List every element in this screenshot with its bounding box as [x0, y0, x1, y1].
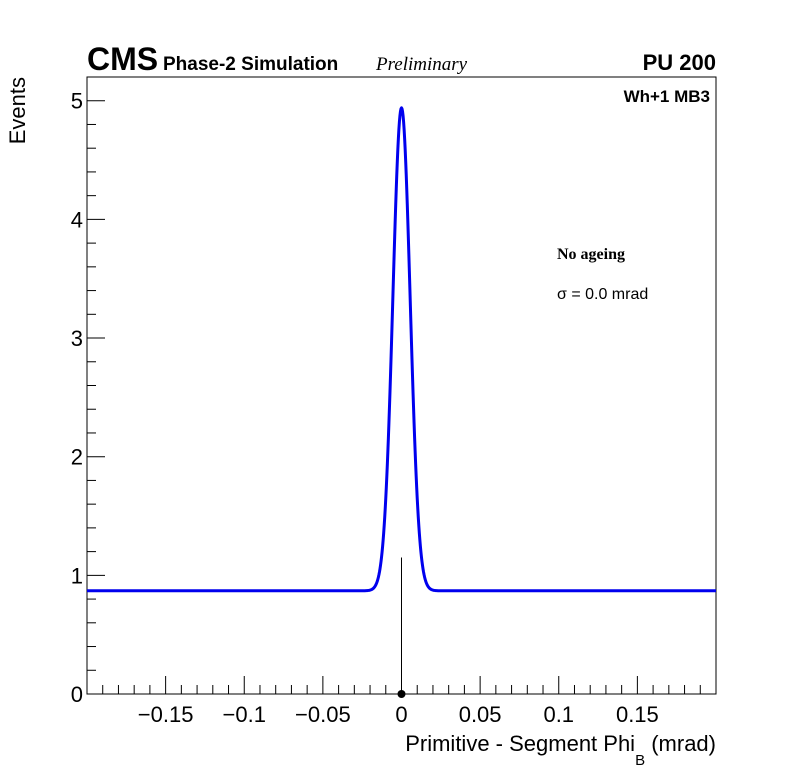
x-axis-title-unit: (mrad)	[651, 731, 716, 756]
series-layer	[86, 106, 717, 698]
x-axis-title-main: Primitive - Segment Phi	[405, 731, 635, 756]
pileup-label: PU 200	[643, 50, 716, 75]
gaussian-fit-line	[86, 106, 717, 593]
x-tick-label: 0	[395, 702, 407, 727]
y-axis: 0 1 2 3 4 5	[71, 76, 105, 707]
y-axis-title: Events	[5, 77, 30, 144]
x-tick-label: −0.15	[138, 702, 194, 727]
x-tick-label: −0.1	[223, 702, 266, 727]
y-tick-label: 0	[71, 682, 83, 707]
x-tick-label: −0.05	[295, 702, 351, 727]
preliminary-label: Preliminary	[375, 54, 468, 75]
x-tick-label: 0.1	[543, 702, 574, 727]
x-axis-title-sub: B	[635, 752, 645, 769]
y-tick-label: 4	[71, 207, 83, 232]
y-tick-label: 3	[71, 326, 83, 351]
y-tick-label: 1	[71, 563, 83, 588]
phase-label: Phase-2 Simulation	[163, 54, 338, 75]
x-tick-label: 0.15	[616, 702, 659, 727]
y-tick-label: 5	[71, 89, 83, 114]
y-tick-label: 2	[71, 445, 83, 470]
ageing-label: No ageing	[557, 246, 625, 263]
cms-label: CMS	[87, 41, 158, 77]
chamber-label: Wh+1 MB3	[624, 87, 710, 106]
data-point	[397, 690, 406, 698]
sigma-label: σ = 0.0 mrad	[557, 286, 648, 303]
x-axis: −0.15 −0.1 −0.05 0 0.05 0.1 0.15	[86, 676, 717, 727]
x-tick-label: 0.05	[459, 702, 502, 727]
x-axis-title: Primitive - Segment PhiB (mrad)	[405, 731, 716, 769]
